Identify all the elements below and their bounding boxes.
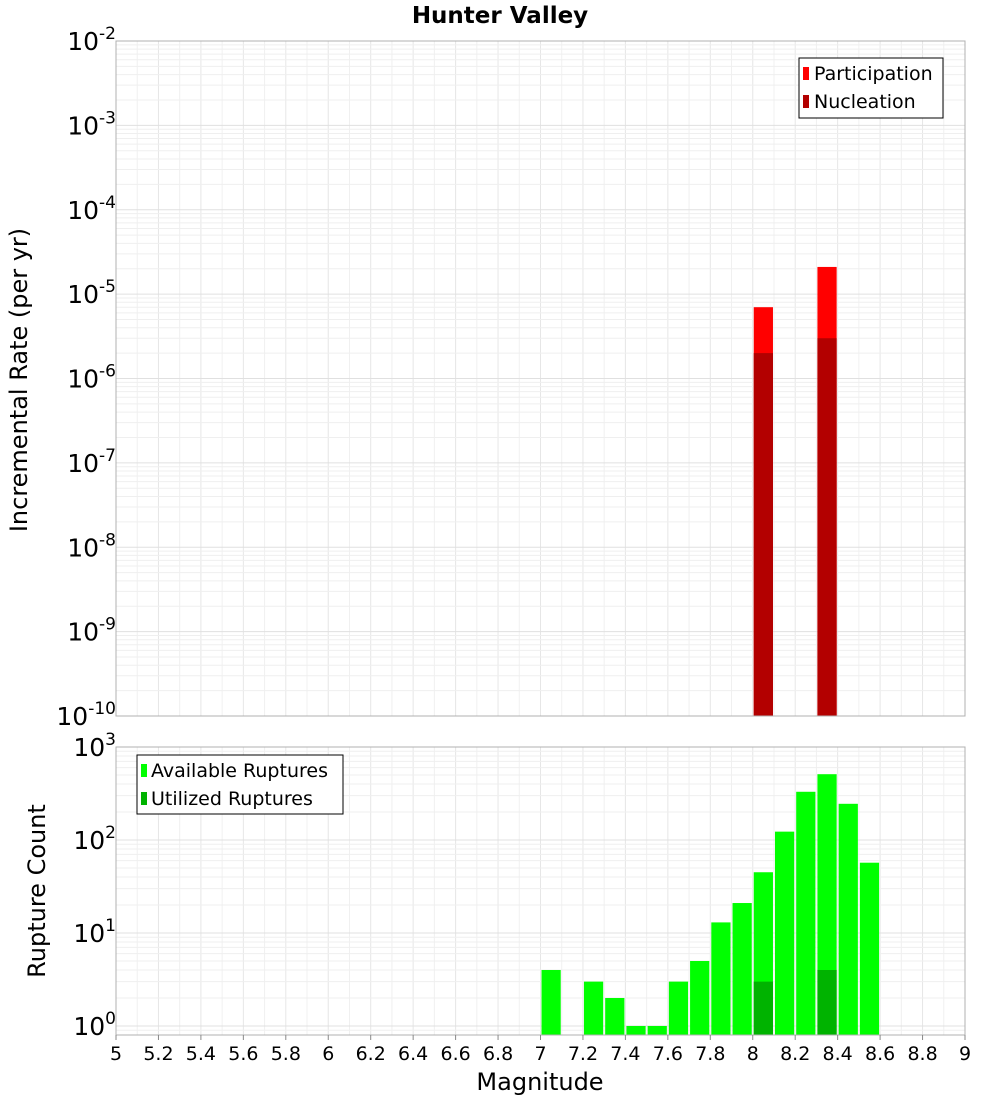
legend-swatch-nucleation — [803, 95, 809, 108]
x-tick-label: 6.6 — [440, 1043, 470, 1065]
top-y-axis-label: Incremental Rate (per yr) — [5, 228, 33, 532]
legend-label-nucleation: Nucleation — [814, 91, 916, 113]
y-tick-label: 10-7 — [67, 446, 116, 478]
bottom-bars — [541, 774, 880, 1035]
bar-available-ruptures — [668, 981, 689, 1035]
bar-available-ruptures — [817, 774, 837, 1035]
y-tick-label: 101 — [73, 916, 116, 948]
x-tick-label: 5 — [110, 1043, 122, 1065]
x-tick-label: 8.2 — [780, 1043, 810, 1065]
x-tick-label: 8.8 — [907, 1043, 937, 1065]
x-tick-label: 6.2 — [356, 1043, 386, 1065]
x-ticks: 5 5.2 5.4 5.6 5.8 6 6.2 6.4 6.6 6.8 7 7.2 7.4 7.6 7.8 8… — [110, 1035, 971, 1065]
bar-utilized-ruptures — [753, 981, 773, 1035]
legend-label-utilized: Utilized Ruptures — [151, 788, 313, 810]
x-tick-label: 7 — [534, 1043, 546, 1065]
top-y-ticks: 10-10 10-9 10-8 10-7 10-6 10-5 10-4 10-3 10-2 — [56, 24, 116, 731]
chart-title: Hunter Valley — [412, 3, 588, 29]
y-tick-label: 10-5 — [67, 277, 116, 309]
top-bars — [753, 266, 837, 716]
x-tick-label: 8 — [747, 1043, 759, 1065]
top-plot-border — [115, 40, 966, 717]
x-tick-label: 8.6 — [865, 1043, 895, 1065]
bottom-legend-box — [136, 754, 344, 815]
y-tick-label: 10-2 — [67, 24, 116, 56]
bar-available-ruptures — [690, 960, 710, 1035]
x-tick-label: 8.4 — [823, 1043, 853, 1065]
top-legend-box — [798, 57, 944, 119]
x-axis-label: Magnitude — [476, 1068, 603, 1096]
y-tick-label: 10-9 — [67, 615, 116, 647]
y-tick-label: 10-3 — [67, 108, 116, 140]
x-tick-label: 7.2 — [568, 1043, 598, 1065]
bar-available-ruptures — [859, 862, 880, 1035]
x-tick-label: 7.8 — [695, 1043, 725, 1065]
y-tick-label: 102 — [73, 823, 116, 855]
bottom-gridlines — [116, 746, 965, 1036]
bar-available-ruptures — [774, 831, 795, 1035]
y-tick-label: 10-6 — [67, 362, 116, 394]
bottom-legend: Available Ruptures Utilized Ruptures — [136, 754, 344, 815]
y-tick-label: 10-8 — [67, 530, 116, 562]
bottom-y-ticks: 100 101 102 103 — [73, 730, 116, 1041]
bar-available-ruptures — [711, 922, 731, 1035]
y-tick-label: 100 — [73, 1009, 116, 1041]
bar-available-ruptures — [796, 791, 816, 1035]
x-tick-label: 9 — [959, 1043, 971, 1065]
bar-available-ruptures — [647, 1025, 667, 1035]
legend-swatch-available — [141, 764, 147, 777]
x-tick-label: 5.2 — [143, 1043, 173, 1065]
bar-available-ruptures — [626, 1025, 646, 1035]
bottom-y-axis-label: Rupture Count — [23, 804, 51, 978]
bottom-plot: 100 101 102 103 5 5.2 5.4 5.6 5.8 6 6.2 6.4 6.6 6.8 7… — [23, 730, 971, 1096]
x-tick-label: 6.8 — [483, 1043, 513, 1065]
x-tick-label: 6.4 — [398, 1043, 428, 1065]
bar-nucleation — [817, 338, 837, 716]
legend-label-available: Available Ruptures — [151, 760, 328, 782]
bar-utilized-ruptures — [817, 969, 837, 1035]
bar-available-ruptures — [605, 997, 625, 1035]
bar-available-ruptures — [583, 981, 604, 1035]
top-gridlines — [116, 40, 965, 717]
legend-label-participation: Participation — [814, 63, 933, 85]
bar-nucleation — [753, 353, 773, 716]
y-tick-label: 103 — [73, 730, 116, 762]
y-tick-label: 10-4 — [67, 193, 116, 225]
x-tick-label: 5.8 — [271, 1043, 301, 1065]
bar-available-ruptures — [838, 803, 858, 1035]
top-legend: Participation Nucleation — [798, 57, 944, 119]
x-tick-label: 7.6 — [653, 1043, 683, 1065]
legend-swatch-participation — [803, 67, 809, 80]
bar-available-ruptures — [732, 903, 752, 1035]
bar-available-ruptures — [541, 969, 561, 1035]
legend-swatch-utilized — [141, 792, 147, 805]
top-plot: 10-10 10-9 10-8 10-7 10-6 10-5 10-4 10-3 10-2 In… — [5, 24, 966, 731]
x-tick-label: 7.4 — [610, 1043, 640, 1065]
x-tick-label: 6 — [322, 1043, 334, 1065]
y-tick-label: 10-10 — [56, 699, 116, 731]
x-tick-label: 5.6 — [228, 1043, 258, 1065]
x-tick-label: 5.4 — [186, 1043, 216, 1065]
